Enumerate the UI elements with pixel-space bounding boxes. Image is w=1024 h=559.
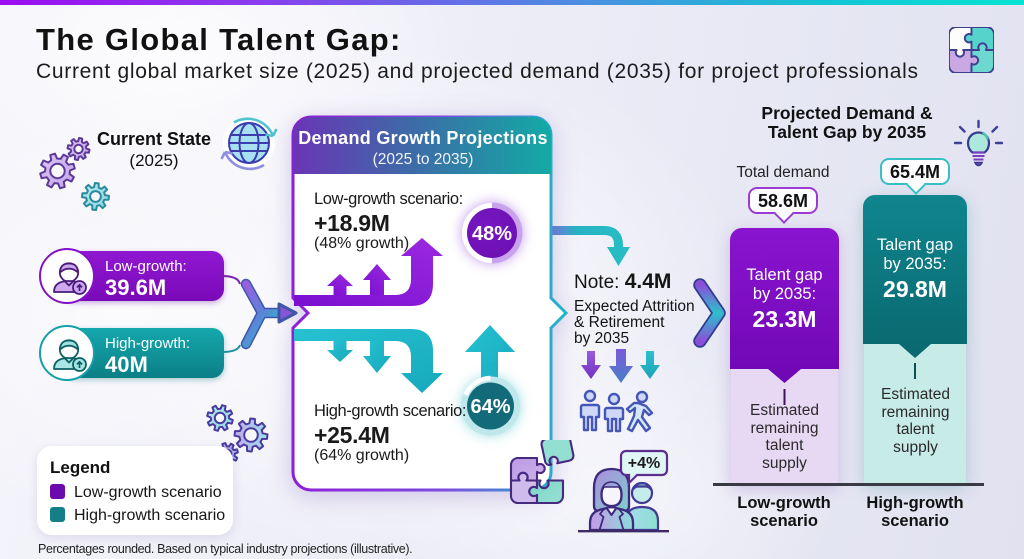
svg-text:+4%: +4% <box>628 455 660 472</box>
svg-text:(2025 to 2035): (2025 to 2035) <box>373 151 474 168</box>
svg-text:64%: 64% <box>470 396 510 418</box>
svg-text:48%: 48% <box>472 223 512 245</box>
svg-text:Demand Growth Projections: Demand Growth Projections <box>298 128 548 148</box>
